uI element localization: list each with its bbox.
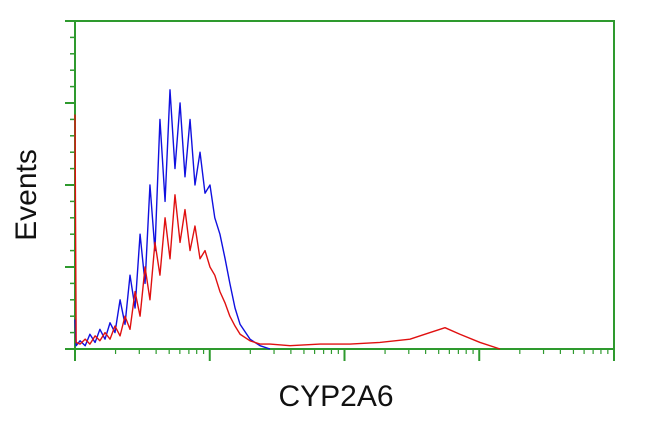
y-axis-label: Events — [10, 149, 43, 241]
series-line — [74, 114, 501, 350]
x-axis-label: CYP2A6 — [278, 380, 393, 413]
series-line — [74, 89, 271, 350]
plot-frame — [74, 20, 615, 350]
